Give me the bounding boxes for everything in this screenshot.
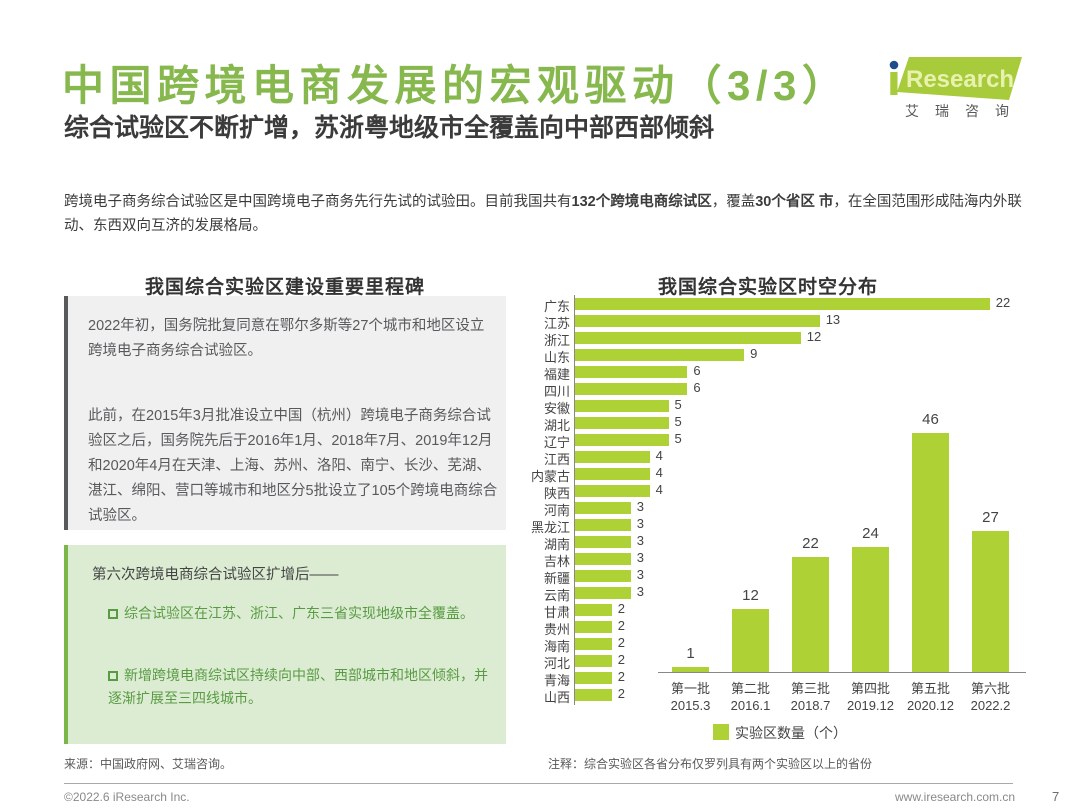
svg-text:Research: Research [906,66,1014,93]
